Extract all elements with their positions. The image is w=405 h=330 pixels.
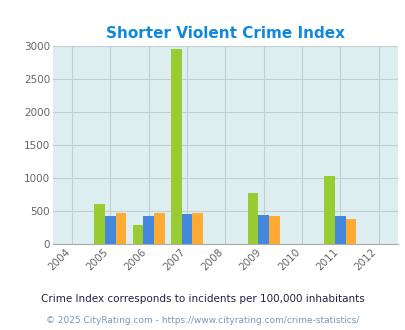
Title: Shorter Violent Crime Index: Shorter Violent Crime Index — [106, 26, 344, 41]
Bar — [324, 176, 334, 244]
Bar — [269, 216, 279, 244]
Bar — [143, 216, 153, 244]
Bar — [192, 213, 202, 244]
Bar — [104, 216, 115, 244]
Bar — [181, 214, 192, 244]
Bar — [132, 225, 143, 244]
Bar — [115, 213, 126, 244]
Text: © 2025 CityRating.com - https://www.cityrating.com/crime-statistics/: © 2025 CityRating.com - https://www.city… — [46, 316, 359, 325]
Bar — [94, 204, 104, 244]
Text: Crime Index corresponds to incidents per 100,000 inhabitants: Crime Index corresponds to incidents per… — [41, 294, 364, 304]
Bar — [258, 214, 269, 244]
Bar — [345, 219, 356, 244]
Bar — [153, 213, 164, 244]
Bar — [334, 216, 345, 244]
Bar — [247, 193, 258, 244]
Bar — [171, 50, 181, 244]
